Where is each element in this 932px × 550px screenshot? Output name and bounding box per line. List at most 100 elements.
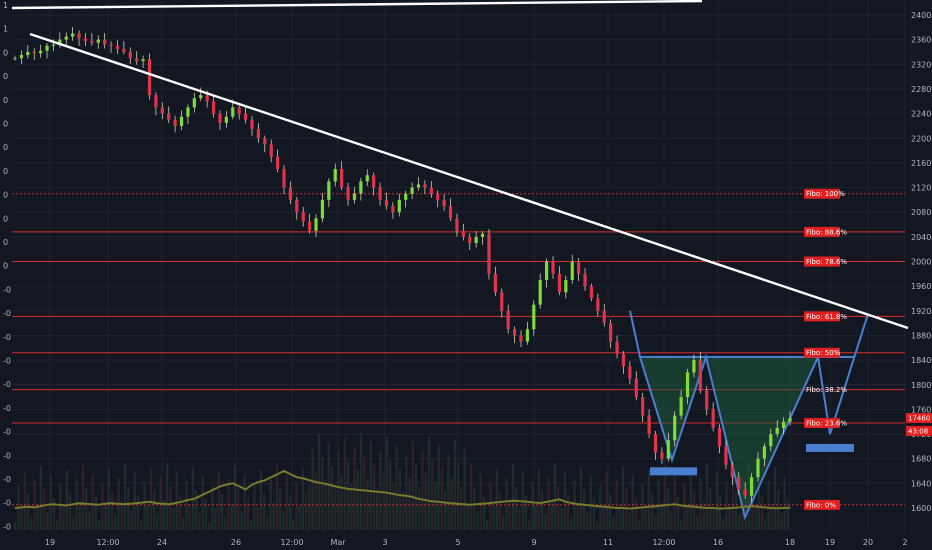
volume-bar: [731, 468, 734, 530]
volume-bar: [783, 476, 786, 530]
candle-down: [391, 202, 395, 219]
fibo-label: Fibo: 23.6%: [806, 419, 847, 427]
candle-body: [45, 45, 49, 51]
volume-bar: [298, 506, 301, 530]
candle-down: [90, 33, 94, 46]
left-scale-label: -0: [3, 428, 11, 437]
candle-up: [673, 411, 677, 447]
volume-bar: [693, 492, 696, 530]
volume-bar: [440, 468, 443, 530]
candle-down: [308, 213, 312, 234]
volume-bar: [541, 491, 544, 530]
candle-body: [653, 434, 658, 453]
candle-down: [122, 40, 126, 55]
volume-bar: [389, 460, 392, 530]
volume-bar: [583, 490, 586, 530]
fibo-label: Fibo: 61.8%: [806, 313, 847, 321]
candle-up: [775, 420, 779, 437]
volume-bar: [515, 487, 518, 530]
volume-bar: [722, 519, 725, 530]
volume-bar: [557, 486, 560, 530]
volume-bar: [172, 509, 175, 530]
candle-body: [359, 181, 363, 194]
volume-bar: [272, 502, 275, 530]
candle-body: [122, 48, 126, 52]
volume-bar: [243, 475, 246, 530]
time-tick-label: 18: [785, 538, 795, 547]
volume-bar: [56, 521, 59, 530]
candle-body: [404, 193, 408, 200]
candle-body: [96, 39, 100, 43]
volume-bar: [233, 466, 237, 530]
volume-bar: [347, 461, 350, 530]
volume-bar: [369, 442, 372, 530]
candle-up: [404, 190, 408, 208]
candle-body: [519, 335, 523, 342]
candle-body: [308, 221, 312, 231]
volume-bar: [660, 502, 663, 530]
volume-bar: [705, 464, 709, 530]
candle-body: [647, 415, 651, 435]
price-axis[interactable]: 24000 23600 23200 22800 22400 22000 21600 21200…: [906, 11, 932, 513]
candle-down: [493, 266, 497, 296]
volume-bar: [780, 513, 783, 530]
candle-down: [557, 266, 562, 296]
volume-bar: [528, 519, 531, 530]
candle-up: [45, 43, 49, 59]
volume-bar: [149, 468, 152, 530]
volume-bar: [680, 520, 683, 530]
volume-bar: [673, 474, 676, 530]
candle-down: [583, 268, 587, 291]
price-tick-label: 19600: [911, 282, 932, 291]
volume-bar: [414, 464, 418, 530]
time-tick-label: Mar: [330, 538, 346, 547]
left-scale-label: 0: [3, 238, 8, 247]
volume-bar: [473, 488, 476, 530]
candle-body: [749, 477, 754, 496]
candle-body: [564, 279, 568, 293]
candle-body: [577, 261, 581, 274]
volume-bar: [460, 486, 463, 530]
volume-bar: [650, 493, 654, 530]
candle-body: [737, 477, 741, 490]
candlestick-series: [13, 27, 792, 503]
volume-bar: [208, 522, 211, 530]
volume-bar: [288, 497, 292, 530]
price-tick-label: 23600: [911, 36, 932, 45]
volume-bar: [262, 493, 266, 530]
candle-body: [717, 427, 722, 447]
candle-up: [192, 92, 196, 113]
trend-lines[interactable]: [11, 0, 909, 330]
volume-bar: [424, 473, 427, 530]
candle-down: [384, 192, 389, 210]
double-bottom-pattern[interactable]: [629, 310, 869, 521]
volume-bar: [14, 522, 17, 530]
candle-up: [359, 177, 363, 201]
candle-body: [762, 446, 766, 459]
volume-bar: [240, 512, 243, 530]
candle-body: [666, 440, 670, 459]
candle-body: [532, 304, 536, 330]
volume-bar: [198, 513, 201, 530]
volume-bar: [46, 512, 49, 530]
candle-up: [397, 193, 401, 217]
volume-bar: [36, 503, 39, 530]
time-axis[interactable]: 19 12:00 24 26 12:00 Mar 3 5 9 11 12:00 16 18 19 20 2: [0, 532, 932, 550]
candle-down: [442, 194, 446, 212]
candle-down: [378, 182, 382, 206]
candle-body: [13, 58, 17, 60]
candle-body: [237, 107, 241, 114]
candle-up: [762, 443, 766, 467]
candle-body: [743, 489, 747, 496]
left-scale-label: 0: [3, 143, 8, 152]
candle-body: [288, 187, 293, 200]
time-tick-label: 16: [713, 538, 723, 547]
volume-bar: [285, 474, 288, 530]
candle-up: [13, 55, 17, 61]
candle-body: [641, 397, 645, 416]
left-scale-label: 1: [3, 25, 8, 34]
volume-bar: [140, 519, 143, 530]
candle-body: [570, 261, 574, 280]
